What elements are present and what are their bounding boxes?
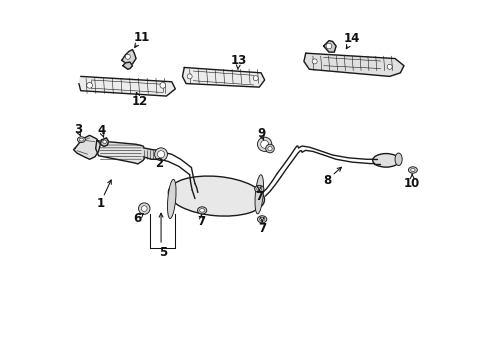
Text: 5: 5 <box>159 246 167 258</box>
Text: 7: 7 <box>255 190 263 203</box>
Text: 13: 13 <box>230 54 246 67</box>
Ellipse shape <box>79 138 83 141</box>
Text: 8: 8 <box>323 174 331 186</box>
Circle shape <box>387 64 392 69</box>
Circle shape <box>268 147 272 151</box>
Polygon shape <box>123 62 132 69</box>
Polygon shape <box>323 41 336 52</box>
Ellipse shape <box>77 137 85 143</box>
Text: 3: 3 <box>74 123 82 136</box>
Text: 7: 7 <box>197 215 205 228</box>
Polygon shape <box>100 138 109 147</box>
Text: 2: 2 <box>155 157 163 170</box>
Circle shape <box>87 82 93 88</box>
Circle shape <box>142 206 147 211</box>
Text: 9: 9 <box>257 127 265 140</box>
Circle shape <box>258 137 272 152</box>
Polygon shape <box>96 141 147 164</box>
Ellipse shape <box>411 168 415 172</box>
Circle shape <box>266 144 274 153</box>
Ellipse shape <box>168 179 176 219</box>
Text: 7: 7 <box>258 222 266 235</box>
Polygon shape <box>143 148 159 159</box>
Polygon shape <box>122 50 136 66</box>
Text: 14: 14 <box>344 32 360 45</box>
Circle shape <box>155 148 168 161</box>
Ellipse shape <box>169 176 265 216</box>
Polygon shape <box>79 76 175 96</box>
Text: 10: 10 <box>404 177 420 190</box>
Circle shape <box>157 151 165 158</box>
Circle shape <box>160 82 166 88</box>
Ellipse shape <box>395 153 402 166</box>
Polygon shape <box>182 67 265 87</box>
Text: 6: 6 <box>134 212 142 225</box>
Text: 4: 4 <box>98 124 105 137</box>
Circle shape <box>326 43 332 49</box>
Circle shape <box>125 54 130 59</box>
Text: 11: 11 <box>133 31 149 44</box>
Ellipse shape <box>197 207 207 214</box>
Circle shape <box>187 74 192 79</box>
Circle shape <box>253 76 258 81</box>
Circle shape <box>312 59 317 64</box>
Ellipse shape <box>255 185 264 193</box>
Text: 1: 1 <box>96 197 104 210</box>
Ellipse shape <box>260 217 265 221</box>
Ellipse shape <box>199 208 205 212</box>
Polygon shape <box>304 53 404 76</box>
Ellipse shape <box>409 167 417 173</box>
Text: 12: 12 <box>131 95 148 108</box>
Ellipse shape <box>257 187 262 191</box>
Circle shape <box>261 140 269 148</box>
Circle shape <box>139 203 150 214</box>
Ellipse shape <box>373 154 399 167</box>
Ellipse shape <box>258 216 267 223</box>
Circle shape <box>103 140 106 144</box>
Ellipse shape <box>255 175 264 214</box>
Polygon shape <box>74 135 100 159</box>
